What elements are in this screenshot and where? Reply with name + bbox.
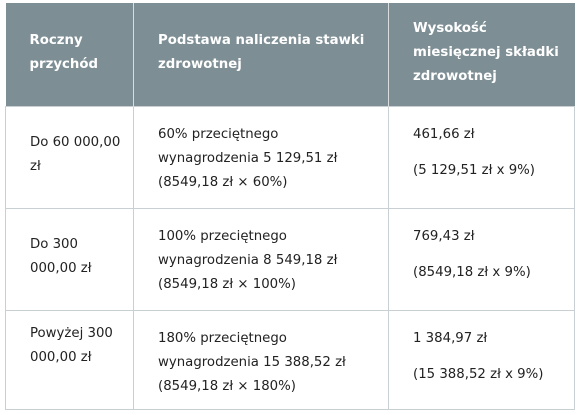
table-header-row: Roczny przychód Podstawa naliczenia staw… (5, 3, 575, 106)
contribution-calculation: (15 388,52 zł x 9%) (413, 366, 544, 382)
contribution-calculation: (8549,18 zł x 9%) (413, 264, 531, 280)
header-contribution-basis: Podstawa naliczenia stawki zdrowotnej (133, 3, 389, 106)
contribution-calculation: (5 129,51 zł x 9%) (413, 162, 535, 178)
table-row: Powyżej 300 000,00 zł 180% przeciętnego … (5, 309, 575, 410)
table-row: Do 60 000,00 zł 60% przeciętnego wynagro… (5, 105, 575, 209)
contribution-amount: 1 384,97 zł (413, 330, 488, 346)
basis-cell: 100% przeciętnego wynagrodzenia 8 549,18… (133, 207, 389, 311)
health-contribution-table: Roczny przychód Podstawa naliczenia staw… (5, 3, 575, 410)
contribution-cell: 769,43 zł (8549,18 zł x 9%) (388, 207, 575, 311)
header-annual-income: Roczny przychód (5, 3, 134, 106)
income-cell: Do 60 000,00 zł (5, 105, 134, 209)
income-cell: Do 300 000,00 zł (5, 207, 134, 311)
header-monthly-contribution: Wysokość miesięcznej składki zdrowotnej (388, 3, 575, 106)
income-cell: Powyżej 300 000,00 zł (5, 309, 134, 410)
table-row: Do 300 000,00 zł 100% przeciętnego wynag… (5, 207, 575, 311)
contribution-amount: 769,43 zł (413, 228, 475, 244)
contribution-cell: 461,66 zł (5 129,51 zł x 9%) (388, 105, 575, 209)
contribution-cell: 1 384,97 zł (15 388,52 zł x 9%) (388, 309, 575, 410)
contribution-table-container: Roczny przychód Podstawa naliczenia staw… (5, 3, 575, 410)
basis-cell: 180% przeciętnego wynagrodzenia 15 388,5… (133, 309, 389, 410)
basis-cell: 60% przeciętnego wynagrodzenia 5 129,51 … (133, 105, 389, 209)
contribution-amount: 461,66 zł (413, 126, 475, 142)
